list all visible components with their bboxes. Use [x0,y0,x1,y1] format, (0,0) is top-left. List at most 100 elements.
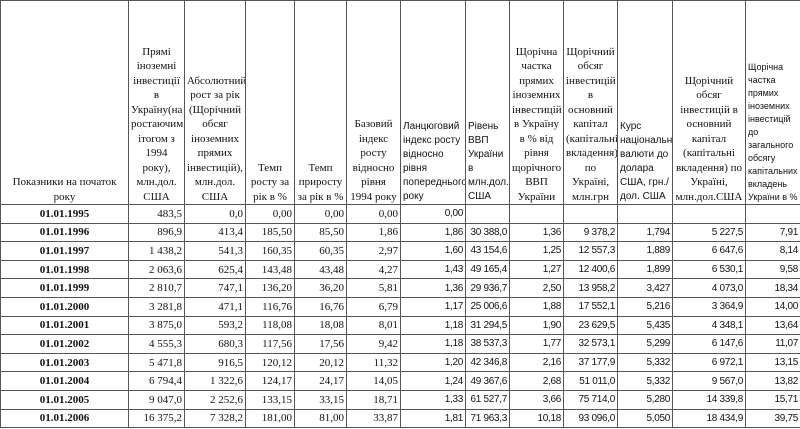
table-cell: 15,71 [745,389,800,410]
table-cell: 680,3 [184,334,246,354]
table-cell: 8,14 [745,241,800,261]
table-cell: 1,36 [400,278,466,298]
table-row: 01.01.1997 1 438,2 541,3 160,35 60,35 2,97 1,6… [0,241,800,261]
table-cell: 6 147,6 [672,334,746,354]
table-cell: 49 165,4 [465,259,510,280]
table-cell: 16,76 [294,296,347,317]
header-row: Показники на початок року Прямі іноземні … [0,0,800,205]
table-cell: 541,3 [184,241,246,261]
table-cell: 51 011,0 [563,371,618,391]
table-row: 01.01.1995 483,5 0,0 0,00 0,00 0,00 0,00 [0,204,800,224]
table-cell: 14,00 [745,296,800,317]
table-cell: 5,280 [617,389,673,410]
table-cell: 1,899 [617,259,673,280]
table-cell: 0,00 [346,204,401,224]
table-cell: 136,20 [245,278,295,298]
table-cell [617,204,673,224]
table-cell: 71 963,3 [465,408,510,429]
row-date: 01.01.2003 [0,352,129,373]
table-cell: 18,08 [294,315,347,336]
table-cell: 18 434,9 [672,408,746,429]
table-cell: 1 322,6 [184,371,246,391]
row-date: 01.01.1997 [0,241,129,261]
table-cell [672,204,746,224]
table-cell: 593,2 [184,315,246,336]
table-row: 01.01.2002 4 555,3 680,3 117,56 17,56 9,42 1,1… [0,334,800,354]
table-cell: 118,08 [245,315,295,336]
table-cell [465,204,510,224]
table-cell: 25 006,6 [465,296,510,317]
table-cell: 38 537,3 [465,334,510,354]
column-header: Курс національної валюти до долара США, … [617,0,673,205]
row-date: 01.01.2001 [0,315,129,336]
table-row: 01.01.2004 6 794,4 1 322,6 124,17 24,17 14,05… [0,371,800,391]
table-cell: 1,86 [346,222,401,243]
table-cell: 1,25 [509,241,564,261]
column-header: Показники на початок року [0,0,129,205]
table-cell: 1,20 [400,352,466,373]
table-cell: 1,33 [400,389,466,410]
table-cell: 37 177,9 [563,352,618,373]
table-cell: 143,48 [245,259,295,280]
table-cell: 13,82 [745,371,800,391]
table-cell: 2 063,6 [128,259,185,280]
table-cell: 0,00 [245,204,295,224]
table-cell: 23 629,5 [563,315,618,336]
table-cell: 6 972,1 [672,352,746,373]
row-date: 01.01.2004 [0,371,129,391]
column-header: Щорічний обсяг інвестицій в основний кап… [672,0,746,205]
column-header: Абсолютний рост за рік (Щорічний обсяг і… [184,0,246,205]
table-cell: 93 096,0 [563,408,618,429]
table-cell: 0,0 [184,204,246,224]
table-cell: 2,50 [509,278,564,298]
table-cell [563,204,618,224]
table-cell: 9 567,0 [672,371,746,391]
row-date: 01.01.2000 [0,296,129,317]
table-cell [745,204,800,224]
table-cell: 1 438,2 [128,241,185,261]
table-cell: 43 154,6 [465,241,510,261]
table-cell: 5 471,8 [128,352,185,373]
table-cell: 483,5 [128,204,185,224]
table-cell: 6,79 [346,296,401,317]
table-cell: 2,16 [509,352,564,373]
column-header: Рівень ВВП України в млн.дол. США [465,0,510,205]
table-cell: 2 252,6 [184,389,246,410]
table-cell: 3,427 [617,278,673,298]
table-cell: 8,01 [346,315,401,336]
table-cell: 75 714,0 [563,389,618,410]
table-cell: 13 958,2 [563,278,618,298]
table-row: 01.01.1996 896,9 413,4 185,50 85,50 1,86 1,86 3… [0,222,800,243]
table-cell: 625,4 [184,259,246,280]
table-cell: 1,27 [509,259,564,280]
table-cell: 896,9 [128,222,185,243]
table-cell: 85,50 [294,222,347,243]
table-cell: 5,299 [617,334,673,354]
table-cell: 33,15 [294,389,347,410]
table-cell: 36,20 [294,278,347,298]
table-cell: 14,05 [346,371,401,391]
table-cell: 1,86 [400,222,466,243]
table-cell: 17,56 [294,334,347,354]
table-cell: 32 573,1 [563,334,618,354]
column-header: Базовий індекс росту відносно рівня 1994… [346,0,401,205]
table-cell: 3 364,9 [672,296,746,317]
table-cell: 17 552,1 [563,296,618,317]
table-cell: 1,43 [400,259,466,280]
column-header: Темп приросту за рік в % [294,0,347,205]
table-cell: 2 810,7 [128,278,185,298]
table-cell: 1,794 [617,222,673,243]
table-cell: 1,889 [617,241,673,261]
table-cell: 43,48 [294,259,347,280]
table-cell: 11,32 [346,352,401,373]
table-cell: 10,18 [509,408,564,429]
table-cell: 2,97 [346,241,401,261]
table-cell: 1,17 [400,296,466,317]
table-row: 01.01.2005 9 047,0 2 252,6 133,15 33,15 18,71… [0,389,800,410]
table-cell: 61 527,7 [465,389,510,410]
row-date: 01.01.1999 [0,278,129,298]
table-cell: 747,1 [184,278,246,298]
table-cell: 5,216 [617,296,673,317]
table-cell: 9 378,2 [563,222,618,243]
